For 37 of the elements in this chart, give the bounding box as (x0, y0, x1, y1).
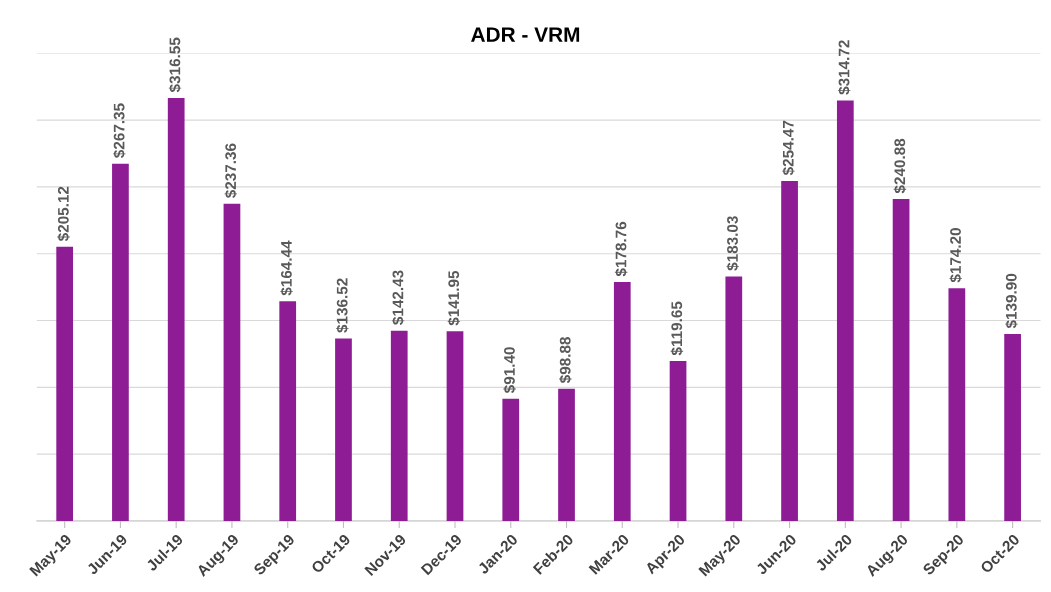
bar (335, 338, 352, 521)
bar (558, 388, 575, 521)
bar (1004, 334, 1021, 521)
bar (279, 301, 297, 521)
data-label: $139.90 (1005, 273, 1018, 329)
data-label: $98.88 (559, 337, 572, 384)
data-label: $237.36 (224, 143, 238, 199)
bar (836, 100, 854, 521)
bar (725, 276, 743, 521)
bar (390, 330, 408, 521)
data-label: $136.52 (336, 278, 349, 333)
data-label: $178.76 (614, 221, 628, 277)
data-label: $164.44 (280, 240, 293, 296)
data-label: $205.12 (57, 186, 70, 242)
data-label: $254.47 (782, 120, 795, 176)
data-label: $267.35 (113, 103, 126, 158)
bar (948, 288, 966, 521)
data-label: $91.40 (503, 347, 516, 394)
chart-title: ADR - VRM (471, 27, 580, 42)
bar (781, 180, 798, 521)
data-label: $316.55 (168, 37, 182, 93)
bar (446, 331, 464, 521)
data-label: $174.20 (949, 228, 962, 283)
data-label: $119.65 (670, 301, 684, 356)
bar (223, 203, 241, 521)
data-label: $314.72 (837, 40, 851, 95)
bar (56, 246, 74, 521)
bar (669, 361, 687, 521)
data-label: $240.88 (893, 138, 907, 194)
bar (892, 199, 910, 521)
data-label: $141.95 (447, 270, 461, 326)
bar (167, 97, 185, 521)
bar (112, 163, 129, 521)
data-label: $183.03 (726, 216, 739, 271)
bar (502, 398, 520, 521)
data-label: $142.43 (391, 270, 405, 325)
bar (613, 282, 631, 521)
